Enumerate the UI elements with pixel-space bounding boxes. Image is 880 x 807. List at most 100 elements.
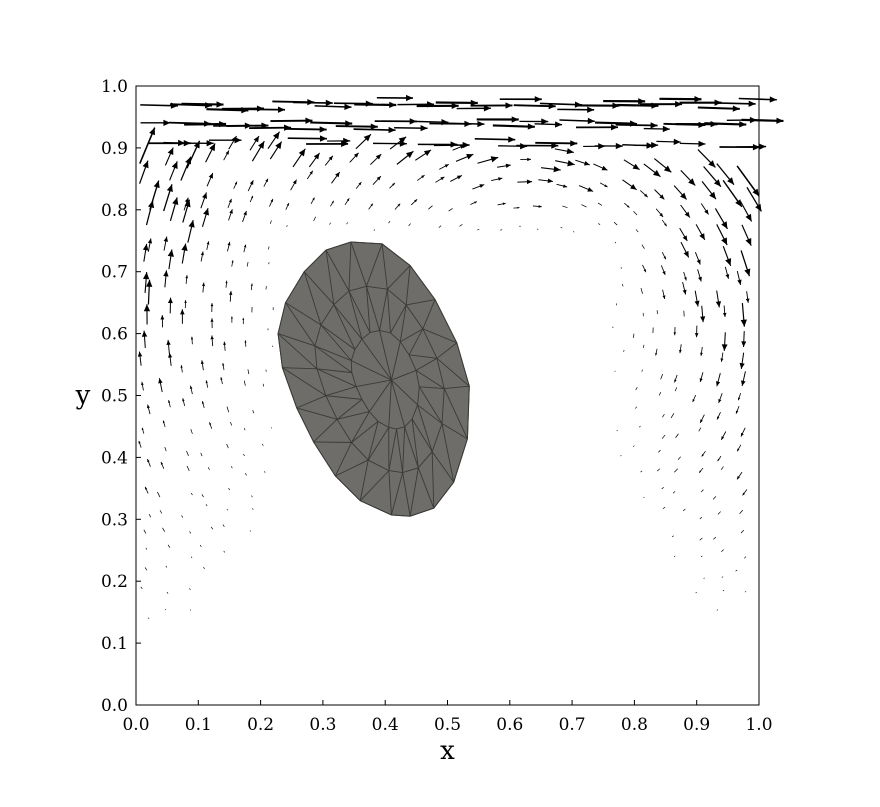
velocity-arrow [699, 537, 703, 541]
velocity-arrow [448, 208, 453, 212]
x-tick-label: 0.7 [559, 715, 586, 735]
velocity-arrow [717, 511, 721, 515]
velocity-arrow [736, 444, 742, 452]
velocity-arrow [615, 122, 658, 129]
velocity-arrow [190, 556, 193, 559]
velocity-arrow [162, 420, 166, 428]
velocity-arrow [263, 178, 269, 187]
velocity-arrow [635, 386, 638, 391]
y-tick-label: 1.0 [101, 77, 128, 97]
body-outline [277, 241, 470, 517]
velocity-arrow [655, 348, 658, 356]
velocity-arrow [736, 270, 742, 285]
velocity-arrow [661, 252, 667, 260]
velocity-arrow [143, 529, 147, 534]
velocity-arrow [233, 181, 238, 189]
velocity-arrow [456, 105, 491, 112]
velocity-arrow [680, 204, 691, 218]
velocity-arrow [448, 120, 485, 128]
velocity-arrow [169, 161, 178, 181]
velocity-arrow [520, 157, 531, 162]
velocity-arrow [284, 126, 327, 133]
velocity-arrow [225, 280, 228, 288]
y-tick-label: 0.0 [101, 696, 128, 716]
velocity-arrow [355, 181, 362, 189]
body-mesh [277, 241, 470, 517]
velocity-arrow [534, 121, 563, 128]
velocity-arrow [199, 544, 202, 547]
velocity-arrow [200, 251, 204, 262]
velocity-arrow [268, 246, 270, 250]
velocity-arrow [389, 136, 407, 150]
velocity-arrow [210, 526, 214, 530]
velocity-arrow [682, 281, 687, 295]
velocity-arrow [683, 271, 687, 281]
velocity-arrow [633, 211, 638, 216]
velocity-arrow [594, 142, 623, 150]
velocity-arrow [164, 446, 167, 452]
velocity-arrow [203, 566, 205, 569]
velocity-arrow [624, 202, 630, 208]
velocity-arrow [674, 374, 678, 383]
velocity-arrow [231, 466, 233, 469]
velocity-arrow [285, 202, 290, 210]
velocity-arrow [205, 504, 208, 507]
velocity-arrow [701, 450, 706, 457]
velocity-arrow [735, 405, 740, 414]
velocity-arrow [722, 589, 725, 592]
velocity-arrow [659, 96, 702, 103]
velocity-arrow [640, 287, 643, 294]
velocity-arrow [269, 220, 272, 224]
velocity-arrow [394, 125, 428, 132]
y-tick-label: 0.3 [101, 510, 128, 530]
velocity-arrow [180, 309, 185, 324]
velocity-arrow [459, 224, 463, 227]
velocity-arrow [742, 489, 748, 496]
velocity-arrow [739, 352, 745, 370]
velocity-arrow [160, 461, 165, 469]
velocity-arrow [739, 201, 753, 222]
velocity-arrow [269, 141, 283, 160]
y-tick-label: 0.5 [101, 387, 128, 407]
velocity-arrow [314, 103, 352, 111]
velocity-arrow [662, 414, 665, 418]
velocity-arrow [186, 465, 190, 472]
velocity-arrow [739, 509, 743, 514]
velocity-arrow [699, 414, 705, 424]
velocity-arrow [143, 304, 151, 325]
velocity-arrow [142, 272, 150, 293]
velocity-arrow [145, 547, 148, 550]
velocity-arrow [329, 222, 331, 225]
velocity-arrow [721, 332, 728, 351]
velocity-arrow [376, 94, 414, 102]
velocity-arrow [639, 190, 648, 198]
velocity-arrow [614, 370, 616, 372]
velocity-arrow [698, 427, 702, 432]
y-tick-label: 0.9 [101, 139, 128, 159]
velocity-arrow [243, 380, 246, 386]
velocity-arrow [228, 135, 237, 150]
velocity-arrow [622, 179, 637, 191]
velocity-arrow [559, 117, 595, 125]
velocity-arrow [163, 270, 169, 288]
velocity-arrow [477, 156, 499, 164]
velocity-arrow [160, 315, 165, 328]
velocity-arrow [396, 150, 414, 165]
velocity-arrow [186, 450, 189, 457]
velocity-arrow [206, 172, 214, 187]
velocity-arrow [201, 207, 210, 227]
velocity-arrow [620, 455, 622, 457]
velocity-arrow [674, 387, 678, 392]
velocity-arrow [715, 372, 721, 387]
velocity-arrow [517, 179, 533, 185]
velocity-arrow [643, 163, 661, 178]
velocity-arrow [697, 105, 740, 112]
velocity-arrow [720, 466, 724, 470]
y-tick-label: 0.4 [101, 448, 128, 468]
velocity-arrow [662, 289, 666, 300]
velocity-field [137, 94, 784, 620]
velocity-arrow [162, 527, 166, 532]
velocity-arrow [183, 197, 189, 211]
velocity-arrow [704, 121, 747, 128]
velocity-arrow [210, 335, 214, 347]
